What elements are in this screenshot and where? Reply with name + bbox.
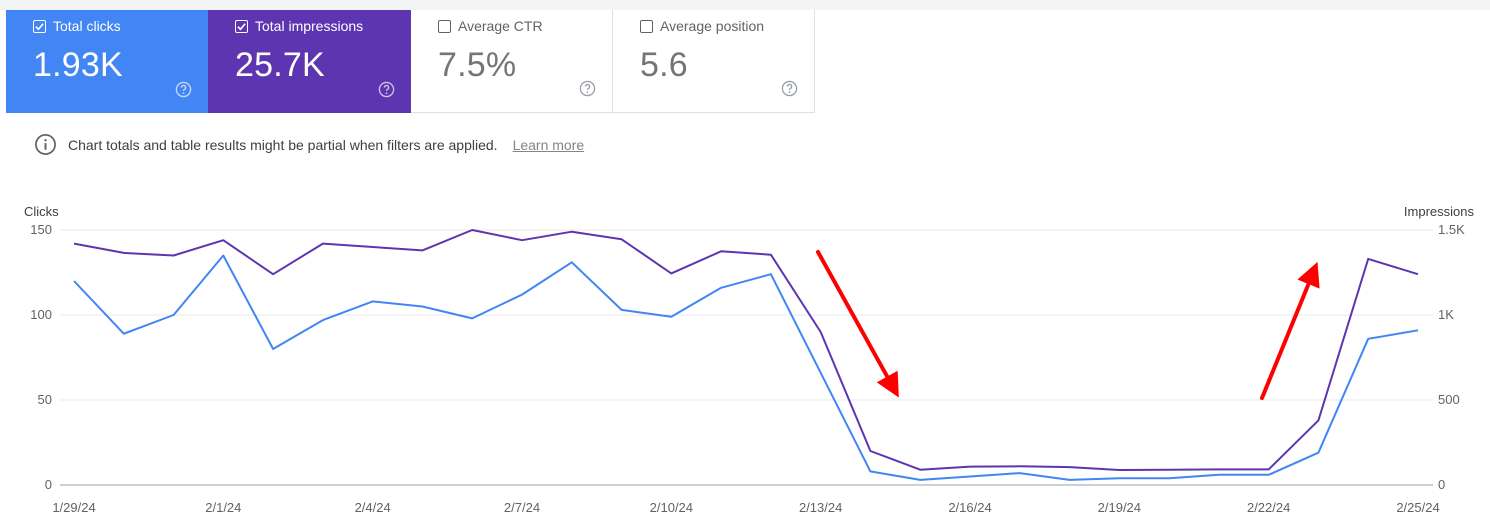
left-axis-tick: 0	[45, 477, 52, 492]
help-icon[interactable]	[579, 80, 596, 97]
metric-label: Average position	[660, 18, 765, 34]
checkbox-checked-icon[interactable]	[235, 19, 248, 33]
metric-label: Total impressions	[255, 18, 364, 34]
right-axis-title: Impressions	[1403, 204, 1474, 219]
learn-more-link[interactable]: Learn more	[512, 136, 585, 153]
red-arrow-up	[1260, 261, 1320, 400]
filter-notice: Chart totals and table results might be …	[34, 133, 584, 156]
chart-lines[interactable]	[73, 229, 1419, 481]
x-axis-tick: 2/16/24	[948, 500, 991, 515]
chart-gridlines	[60, 229, 1433, 486]
checkbox-checked-icon[interactable]	[33, 19, 46, 33]
series-line-total-clicks[interactable]	[73, 254, 1419, 481]
help-icon[interactable]	[781, 80, 798, 97]
total-impressions-card[interactable]: Total impressions 25.7K	[208, 10, 411, 113]
x-axis-tick: 2/13/24	[799, 500, 842, 515]
right-axis-tick: 1.5K	[1438, 222, 1465, 237]
metric-value: 7.5%	[438, 46, 517, 84]
metric-value: 1.93K	[33, 46, 123, 84]
metric-value: 25.7K	[235, 46, 325, 84]
help-icon[interactable]	[378, 81, 395, 98]
x-axis-tick: 2/7/24	[504, 500, 540, 515]
x-axis-tick: 2/25/24	[1396, 500, 1439, 515]
left-axis-title: Clicks	[24, 204, 59, 219]
right-axis-tick: 1K	[1438, 307, 1454, 322]
x-axis-tick: 2/4/24	[355, 500, 391, 515]
info-icon	[35, 134, 56, 155]
series-line-total-impressions[interactable]	[73, 229, 1419, 471]
x-axis-tick: 1/29/24	[52, 500, 95, 515]
right-axis-tick: 0	[1438, 477, 1445, 492]
left-axis-tick: 100	[30, 307, 52, 322]
right-axis-tick: 500	[1438, 392, 1460, 407]
left-axis-tick: 150	[30, 222, 52, 237]
metric-label: Average CTR	[458, 18, 543, 34]
checkbox-unchecked-icon[interactable]	[640, 19, 653, 33]
top-strip	[0, 0, 1490, 10]
x-axis-tick: 2/22/24	[1247, 500, 1290, 515]
help-icon[interactable]	[175, 81, 192, 98]
red-arrow-down	[816, 250, 899, 398]
x-axis-tick: 2/1/24	[205, 500, 241, 515]
total-clicks-card[interactable]: Total clicks 1.93K	[6, 10, 208, 113]
average-position-card[interactable]: Average position 5.6	[613, 10, 815, 113]
chart-annotations	[816, 250, 1320, 400]
metric-value: 5.6	[640, 46, 688, 84]
notice-text: Chart totals and table results might be …	[68, 136, 498, 153]
checkbox-unchecked-icon[interactable]	[438, 19, 451, 33]
x-axis-tick: 2/19/24	[1098, 500, 1141, 515]
x-axis-tick: 2/10/24	[650, 500, 693, 515]
left-axis-tick: 50	[38, 392, 52, 407]
metric-label: Total clicks	[53, 18, 121, 34]
average-ctr-card[interactable]: Average CTR 7.5%	[411, 10, 613, 113]
metric-cards: Total clicks 1.93K Total impressions 25.…	[6, 10, 815, 113]
